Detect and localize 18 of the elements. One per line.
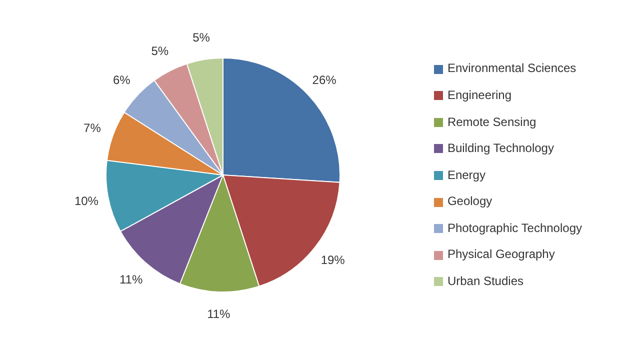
data-label: 26% (312, 72, 337, 87)
data-label: 5% (151, 44, 169, 58)
legend-label: Engineering (447, 88, 512, 102)
legend-label: Building Technology (447, 141, 554, 156)
legend-label: Geology (447, 194, 492, 208)
data-label: 11% (120, 272, 143, 286)
data-label: 11% (207, 306, 231, 321)
legend-label: Physical Geography (447, 247, 555, 262)
data-label: 7% (84, 120, 102, 135)
data-label: 6% (113, 72, 131, 87)
data-label: 5% (192, 30, 210, 45)
legend-label: Remote Sensing (447, 114, 536, 129)
data-label: 10% (74, 194, 99, 208)
data-label: 19% (320, 253, 346, 268)
legend-label: Environmental Sciences (447, 61, 576, 76)
legend-label: Urban Studies (447, 274, 524, 288)
legend-label: Photographic Technology (447, 220, 582, 235)
legend-label: Energy (447, 168, 486, 182)
